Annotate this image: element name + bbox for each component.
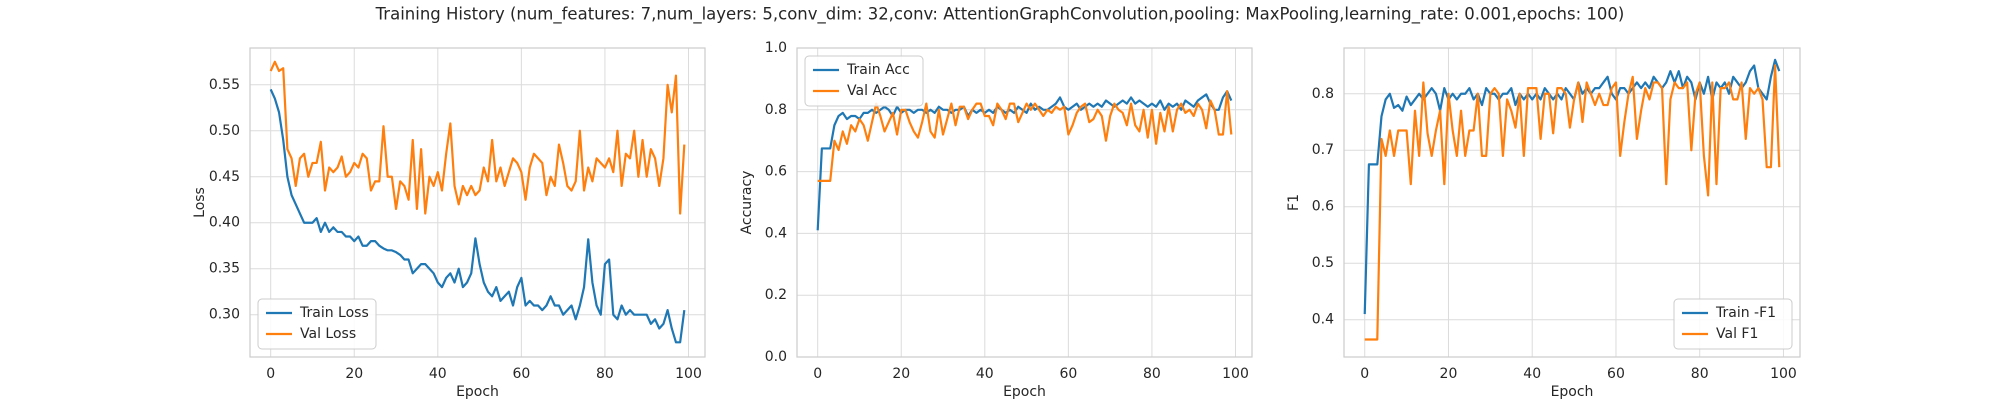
y-axis-label: F1 bbox=[1286, 194, 1302, 211]
y-tick-label: 0.30 bbox=[209, 307, 240, 323]
y-tick-label: 0.4 bbox=[765, 225, 787, 241]
y-tick-label: 0.6 bbox=[765, 164, 787, 180]
legend-label: Val F1 bbox=[1716, 326, 1758, 342]
y-tick-label: 0.55 bbox=[209, 77, 240, 93]
series-line bbox=[1364, 64, 1781, 341]
y-tick-label: 0.7 bbox=[1312, 142, 1334, 158]
x-tick-label: 20 bbox=[892, 366, 910, 382]
x-tick-label: 80 bbox=[1691, 366, 1709, 382]
legend-box bbox=[1673, 298, 1793, 350]
series-line bbox=[816, 90, 1233, 231]
axes-frame bbox=[796, 47, 1253, 358]
x-tick-label: 40 bbox=[429, 366, 447, 382]
y-tick-label: 0.0 bbox=[765, 349, 787, 365]
y-tick-label: 0.35 bbox=[209, 261, 240, 277]
series-line bbox=[817, 90, 1233, 182]
legend-box bbox=[804, 55, 924, 107]
series-line bbox=[1363, 58, 1781, 315]
x-axis-label: Epoch bbox=[1551, 384, 1594, 400]
x-tick-label: 100 bbox=[1770, 366, 1797, 382]
legend-box bbox=[257, 298, 377, 350]
y-tick-label: 0.4 bbox=[1312, 312, 1334, 328]
y-tick-label: 0.6 bbox=[1312, 199, 1334, 215]
legend-label: Train Loss bbox=[299, 305, 369, 321]
x-tick-label: 100 bbox=[1222, 366, 1249, 382]
axes-frame bbox=[249, 47, 706, 358]
x-tick-label: 40 bbox=[1523, 366, 1541, 382]
x-tick-label: 0 bbox=[813, 366, 822, 382]
y-tick-label: 0.45 bbox=[209, 169, 240, 185]
y-axis-label: Loss bbox=[192, 187, 208, 218]
x-tick-label: 60 bbox=[512, 366, 530, 382]
y-tick-label: 0.2 bbox=[765, 287, 787, 303]
x-axis-label: Epoch bbox=[1003, 384, 1046, 400]
x-tick-label: 60 bbox=[1607, 366, 1625, 382]
legend-label: Train -F1 bbox=[1715, 305, 1776, 321]
x-tick-label: 40 bbox=[976, 366, 994, 382]
x-tick-label: 80 bbox=[596, 366, 614, 382]
legend-label: Val Acc bbox=[847, 83, 897, 99]
y-tick-label: 0.5 bbox=[1312, 255, 1334, 271]
x-tick-label: 0 bbox=[266, 366, 275, 382]
x-tick-label: 80 bbox=[1143, 366, 1161, 382]
legend-label: Val Loss bbox=[300, 326, 356, 342]
x-tick-label: 20 bbox=[345, 366, 363, 382]
y-tick-label: 1.0 bbox=[765, 40, 787, 56]
y-axis-label: Accuracy bbox=[739, 171, 755, 235]
series-line bbox=[269, 60, 686, 215]
x-tick-label: 20 bbox=[1440, 366, 1458, 382]
figure-title: Training History (num_features: 7,num_la… bbox=[375, 5, 1625, 25]
legend-label: Train Acc bbox=[846, 62, 910, 78]
y-tick-label: 0.40 bbox=[209, 215, 240, 231]
y-tick-label: 0.8 bbox=[1312, 86, 1334, 102]
x-axis-label: Epoch bbox=[456, 384, 499, 400]
series-line bbox=[269, 88, 686, 344]
y-tick-label: 0.50 bbox=[209, 123, 240, 139]
x-tick-label: 100 bbox=[675, 366, 702, 382]
x-tick-label: 60 bbox=[1059, 366, 1077, 382]
x-tick-label: 0 bbox=[1360, 366, 1369, 382]
y-tick-label: 0.8 bbox=[765, 102, 787, 118]
axes-frame bbox=[1343, 47, 1801, 358]
